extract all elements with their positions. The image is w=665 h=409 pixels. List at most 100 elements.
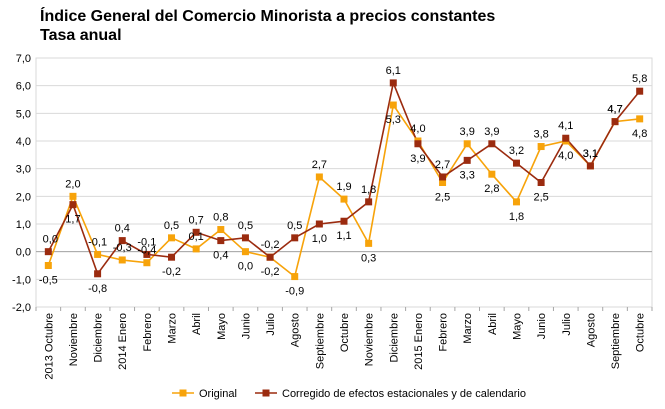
y-tick-label: 5,0: [16, 108, 31, 120]
data-label: -0,5: [39, 275, 58, 287]
data-label: 0,5: [287, 220, 302, 232]
data-label: 4,7: [607, 104, 622, 116]
data-label: -0,8: [88, 283, 107, 295]
data-labels: -0,5 2,0 -0,1 -0,3 -0,4 0,5 0,1 0,8 0,0 -0,2 -0,9 2…: [39, 65, 647, 298]
data-point: [241, 248, 249, 256]
y-axis: -2,0 -1,0 0,0 1,0 2,0 3,0 4,0 5,0 6,0 7,0: [12, 53, 31, 314]
data-label: 3,2: [509, 145, 524, 157]
data-point: [241, 234, 249, 242]
x-tick-label: Marzo: [167, 313, 179, 344]
legend-marker: [179, 389, 187, 397]
legend-label: Original: [199, 388, 237, 400]
data-label: -0,2: [261, 239, 280, 251]
data-point: [611, 118, 619, 126]
data-label: 0,7: [189, 214, 204, 226]
x-tick-label: Febrero: [142, 313, 154, 352]
data-label: 4,8: [632, 128, 647, 140]
data-point: [192, 228, 200, 236]
data-point: [217, 226, 225, 234]
x-tick-label: Abril: [191, 313, 203, 335]
x-axis: 2013 Octubre Noviembre Diciembre 2014 Enero…: [35, 251, 653, 380]
x-tick-label: Septiembre: [610, 313, 622, 369]
data-point: [512, 198, 520, 206]
chart-subtitle: Tasa anual: [40, 27, 122, 44]
x-tick-label: Mayo: [511, 313, 523, 340]
data-label: 5,8: [632, 73, 647, 85]
data-point: [118, 256, 126, 264]
legend: Original Corregido de efectos estacionale…: [172, 388, 526, 400]
data-label: 0,1: [189, 231, 204, 243]
y-tick-label: 3,0: [16, 164, 31, 176]
data-label: -0,1: [88, 236, 107, 248]
y-tick-label: 1,0: [16, 219, 31, 231]
data-point: [463, 140, 471, 148]
x-tick-label: Diciembre: [388, 313, 400, 363]
x-tick-label: Agosto: [290, 313, 302, 347]
data-point: [537, 143, 545, 151]
data-point: [168, 234, 176, 242]
y-tick-label: 4,0: [16, 136, 31, 148]
data-label: -0,2: [162, 266, 181, 278]
y-tick-label: 2,0: [16, 191, 31, 203]
data-point: [389, 101, 397, 109]
y-tick-label: -2,0: [12, 302, 31, 314]
legend-marker: [262, 389, 270, 397]
data-label: 1,8: [509, 211, 524, 223]
data-point: [44, 262, 52, 269]
y-tick-label: 6,0: [16, 81, 31, 93]
data-label: 3,8: [533, 129, 548, 141]
data-point: [266, 253, 274, 261]
data-label: 1,8: [361, 184, 376, 196]
data-label: 2,7: [435, 159, 450, 171]
data-point: [291, 273, 299, 281]
data-label: 3,9: [484, 126, 499, 138]
chart-title-block: Índice General del Comercio Minorista a …: [40, 7, 495, 45]
data-point: [118, 237, 126, 245]
x-tick-label: Septiembre: [314, 313, 326, 369]
data-label: 3,9: [410, 153, 425, 165]
data-label: -0,1: [137, 236, 156, 248]
data-point: [340, 195, 348, 203]
data-label: -0,9: [285, 286, 304, 298]
data-label: 4,0: [410, 123, 425, 135]
data-label: -0,3: [113, 242, 132, 254]
x-tick-label: Agosto: [585, 313, 597, 347]
x-tick-label: 2014 Enero: [117, 313, 129, 370]
data-point: [636, 115, 644, 123]
data-point: [439, 179, 447, 186]
data-label: 6,1: [386, 65, 401, 77]
data-label: 3,1: [583, 148, 598, 160]
data-label: 1,1: [336, 230, 351, 242]
data-point: [463, 156, 471, 164]
x-tick-label: Noviembre: [68, 313, 80, 366]
x-tick-label: Junio: [536, 313, 548, 339]
data-label: 0,0: [43, 234, 58, 246]
data-label: 0,5: [238, 220, 253, 232]
x-tick-label: Diciembre: [93, 313, 105, 363]
plot-area: [35, 57, 653, 308]
x-tick-label: Octubre: [339, 313, 351, 352]
x-tick-label: Abril: [487, 313, 499, 335]
data-point: [69, 192, 77, 200]
x-tick-label: Mayo: [216, 313, 228, 340]
data-label: 1,7: [65, 214, 80, 226]
chart-title: Índice General del Comercio Minorista a …: [40, 8, 496, 25]
data-point: [168, 253, 176, 261]
data-label: 5,3: [386, 114, 401, 126]
data-point: [192, 245, 200, 253]
data-point: [94, 250, 102, 258]
data-point: [389, 79, 397, 87]
y-tick-label: 7,0: [16, 53, 31, 65]
data-label: 0,0: [238, 261, 253, 273]
x-tick-label: Febrero: [438, 313, 450, 352]
x-tick-label: 2013 Octubre: [43, 313, 55, 380]
data-label: 2,5: [435, 192, 450, 204]
data-label: 2,5: [533, 192, 548, 204]
y-tick-label: -1,0: [12, 274, 31, 286]
data-point: [365, 239, 373, 247]
data-label: 2,8: [484, 183, 499, 195]
data-point: [315, 220, 323, 228]
data-label: 3,1: [583, 148, 598, 160]
data-point: [315, 173, 323, 181]
data-label: 2,7: [312, 159, 327, 171]
